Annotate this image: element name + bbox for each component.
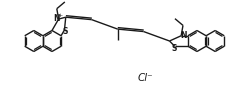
Text: N: N (181, 31, 187, 39)
Text: Cl⁻: Cl⁻ (137, 73, 153, 83)
Text: S: S (62, 27, 68, 36)
Text: S: S (171, 44, 177, 53)
Text: N: N (53, 14, 59, 23)
Text: +: + (58, 13, 63, 18)
